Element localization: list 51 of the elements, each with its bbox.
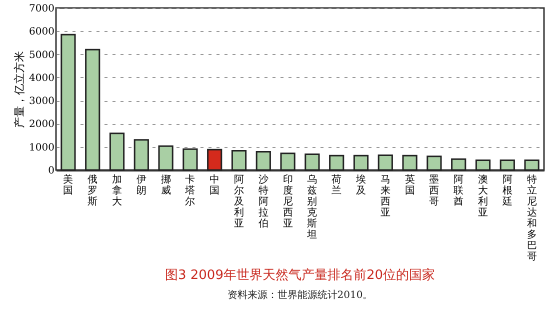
x-tick-label: 阿尔及利亚	[234, 174, 244, 230]
bar	[378, 154, 393, 171]
x-tick-label: 伊朗	[136, 174, 146, 196]
x-tick-label: 中国	[210, 174, 220, 196]
x-tick-label: 加拿大	[112, 174, 122, 208]
bar	[426, 156, 442, 171]
y-tick-label: 5000	[29, 50, 54, 61]
x-tick-label: 印度尼西亚	[282, 174, 293, 230]
text: 资料来源：世界能源统计2010。	[227, 289, 373, 301]
bar	[158, 145, 174, 171]
x-tick-label: 荷兰	[332, 174, 342, 196]
bar	[329, 154, 344, 171]
y-tick-label: 7000	[29, 4, 54, 14]
x-tick-label: 阿联酋	[454, 174, 464, 208]
x-tick-label: 特立尼达和多巴哥	[526, 174, 537, 262]
bar	[109, 132, 125, 171]
bar	[524, 160, 540, 171]
bar	[207, 148, 222, 171]
x-tick-label: 埃及	[355, 174, 366, 196]
x-tick-label: 挪威	[160, 174, 171, 196]
bar	[134, 139, 149, 171]
bar	[280, 152, 296, 171]
x-tick-label: 乌兹别克斯坦	[306, 174, 318, 240]
bar	[451, 158, 466, 171]
x-tick-label: 英国	[404, 174, 415, 196]
x-tick-label: 沙特阿拉伯	[258, 174, 268, 230]
y-tick-label: 6000	[29, 26, 54, 38]
y-tick-label: 1000	[29, 142, 54, 154]
x-tick-label: 阿根廷	[501, 174, 512, 208]
bar	[402, 154, 418, 171]
y-tick-label: 2000	[29, 119, 54, 130]
bar	[304, 154, 320, 171]
y-axis-title: 产量，亿立方米	[13, 51, 26, 128]
text: 图3 2009年世界天然气产量排名前20位的国家	[164, 267, 436, 283]
x-tick-label: 墨西哥	[429, 174, 440, 208]
bar	[500, 160, 515, 171]
y-tick-label: 4000	[29, 72, 54, 84]
bar	[182, 148, 198, 171]
x-tick-label: 卡塔尔	[184, 174, 196, 208]
y-tick-label: 3000	[29, 96, 54, 108]
bar	[475, 160, 491, 171]
bar	[353, 154, 369, 171]
y-tick-label: 0	[48, 166, 54, 176]
bar	[60, 34, 76, 171]
x-tick-label: 美国	[63, 174, 74, 196]
bar	[85, 48, 100, 171]
x-tick-label: 马来西亚	[380, 174, 390, 218]
bar	[231, 150, 247, 171]
bar	[256, 150, 271, 171]
x-tick-label: 澳大利亚	[478, 174, 488, 218]
x-tick-label: 俄罗斯	[88, 174, 98, 208]
